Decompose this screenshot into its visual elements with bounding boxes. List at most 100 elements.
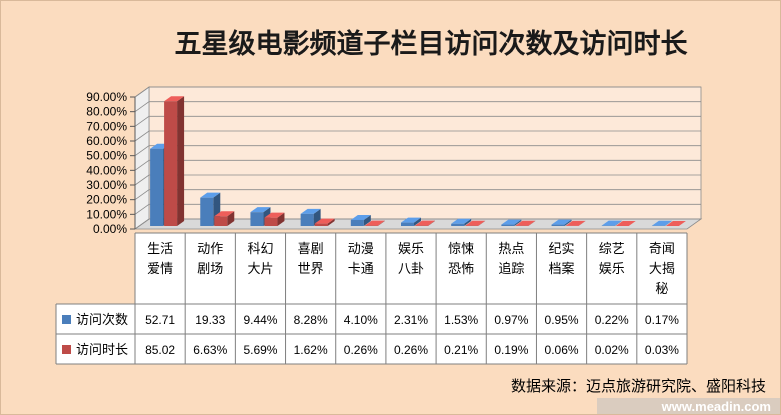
bar-side — [664, 220, 672, 226]
y-tick-label: 70.00% — [86, 119, 127, 133]
y-tick-label: 80.00% — [86, 105, 127, 119]
bar-side — [177, 96, 185, 226]
bar — [164, 96, 185, 226]
gridline — [134, 145, 701, 156]
data-label: 0.21% — [444, 343, 478, 357]
gridline — [134, 203, 701, 215]
data-label: 9.44% — [243, 313, 277, 327]
bar-top — [350, 214, 371, 220]
legend-key — [62, 315, 71, 324]
bar-front — [401, 222, 414, 226]
bar-top — [501, 219, 522, 225]
gridline — [134, 130, 701, 142]
category-label: 娱乐 — [599, 262, 625, 277]
bar — [401, 217, 421, 226]
bar-top — [415, 220, 435, 226]
back-wall — [148, 86, 702, 220]
category-label: 追踪 — [498, 261, 524, 277]
data-label: 5.69% — [243, 343, 277, 357]
bar-side — [363, 214, 371, 226]
category-label: 综艺 — [599, 242, 625, 257]
category-label: 大揭 — [649, 262, 675, 277]
bar-top — [651, 220, 672, 226]
bar — [350, 214, 371, 226]
bar-top — [401, 217, 421, 223]
data-label: 4.10% — [344, 313, 378, 327]
bar-side — [464, 218, 472, 226]
data-table: 生活爱情动作剧场科幻大片喜剧世界动漫卡通娱乐八卦惊悚恐怖热点追踪纪实档案综艺娱乐… — [55, 232, 688, 365]
bar-top — [200, 192, 221, 198]
bar — [314, 218, 335, 226]
bar-front — [451, 223, 465, 226]
bar — [264, 212, 285, 226]
category-label: 热点 — [498, 242, 524, 257]
bar — [415, 220, 435, 226]
bar-top — [314, 218, 335, 224]
gridline — [134, 189, 701, 200]
bar-side — [528, 220, 536, 226]
legend-key — [62, 345, 71, 354]
bar-top — [615, 220, 636, 226]
bar — [615, 220, 636, 226]
y-tick-label: 60.00% — [86, 134, 127, 148]
data-label: 52.71 — [145, 313, 175, 327]
bar-top — [551, 219, 572, 225]
gridline — [134, 101, 701, 112]
bar-top — [164, 96, 185, 102]
bar — [565, 220, 586, 226]
data-label: 0.95% — [545, 313, 579, 327]
bar-front — [164, 101, 178, 226]
category-label: 档案 — [549, 262, 575, 277]
data-label: 0.97% — [494, 313, 528, 327]
gridline — [134, 159, 701, 171]
bar-front — [214, 216, 228, 226]
data-label: 0.17% — [645, 313, 679, 327]
bar-side — [564, 219, 572, 226]
bar — [300, 208, 321, 226]
gridline — [134, 218, 701, 230]
bar-top — [264, 212, 285, 218]
category-label: 大片 — [247, 262, 273, 277]
data-label: 0.02% — [595, 343, 629, 357]
side-wall — [134, 86, 150, 230]
category-label: 生活 — [147, 242, 173, 257]
data-label: 2.31% — [394, 313, 428, 327]
category-label: 秘 — [655, 282, 668, 297]
y-tick-label: 10.00% — [86, 207, 127, 221]
plot-area: 0.00%10.00%20.00%30.00%40.00%50.00%60.00… — [86, 86, 703, 236]
bar-top — [465, 220, 486, 226]
chart-title: 五星级电影频道子栏目访问次数及访问时长 — [175, 28, 689, 60]
bar-top — [364, 220, 385, 226]
bar-front — [314, 223, 328, 226]
bar-front — [264, 217, 278, 226]
legend-label: 访问次数 — [76, 312, 128, 328]
data-label: 1.53% — [444, 313, 478, 327]
bar-side — [227, 211, 235, 226]
category-label: 喜剧 — [298, 242, 324, 257]
data-label: 0.06% — [545, 343, 579, 357]
data-label: 19.33 — [195, 313, 225, 327]
bar-side — [478, 220, 486, 226]
bar-front — [300, 213, 314, 226]
y-tick-label: 30.00% — [86, 178, 127, 192]
bar-side — [628, 220, 636, 226]
data-label: 0.26% — [394, 343, 428, 357]
bar — [214, 211, 235, 226]
category-label: 娱乐 — [398, 242, 424, 257]
y-tick-label: 0.00% — [93, 222, 127, 236]
bar — [451, 218, 472, 226]
legend-label: 访问时长 — [76, 343, 128, 358]
bar-top — [250, 207, 271, 213]
gridline — [134, 174, 701, 186]
bar — [551, 219, 572, 226]
bar — [665, 220, 686, 226]
bar-side — [514, 219, 522, 226]
bar-top — [515, 220, 536, 226]
bar-side — [614, 220, 622, 226]
bar-top — [451, 218, 472, 224]
bar-front — [501, 224, 515, 226]
category-label: 奇闻 — [649, 241, 675, 257]
category-label: 世界 — [298, 262, 324, 277]
